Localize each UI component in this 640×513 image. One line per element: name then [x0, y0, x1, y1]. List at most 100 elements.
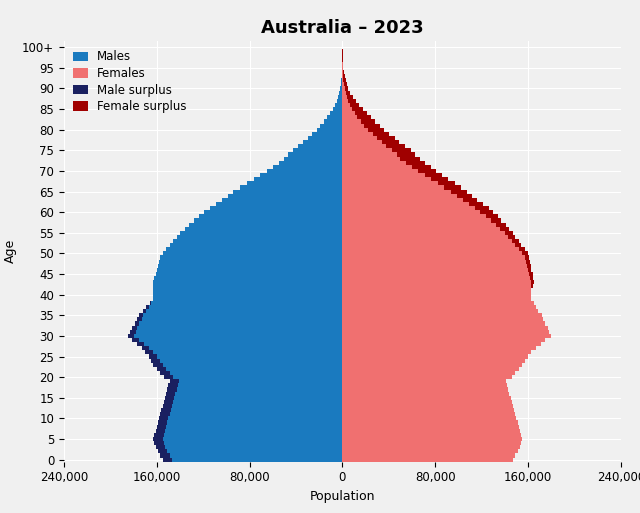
Bar	[342, 90, 346, 95]
Bar	[173, 375, 342, 379]
Bar	[180, 231, 342, 235]
Bar	[143, 309, 147, 313]
Bar	[469, 202, 483, 206]
Bar	[157, 354, 342, 359]
Bar	[156, 445, 165, 449]
Bar	[160, 359, 342, 363]
Bar	[463, 198, 477, 202]
Bar	[342, 78, 344, 82]
Bar	[342, 367, 519, 371]
Bar	[189, 223, 342, 227]
Bar	[163, 363, 342, 367]
Bar	[222, 198, 342, 202]
Bar	[342, 350, 531, 354]
Bar	[184, 227, 342, 231]
Bar	[342, 103, 350, 107]
Bar	[342, 148, 392, 152]
Bar	[377, 136, 395, 140]
Bar	[342, 193, 457, 198]
Bar	[151, 301, 342, 305]
Bar	[342, 412, 515, 417]
Bar	[216, 202, 342, 206]
Bar	[164, 433, 342, 437]
Bar	[145, 350, 154, 354]
Bar	[170, 453, 342, 458]
Bar	[154, 280, 342, 284]
Bar	[157, 268, 342, 272]
Bar	[335, 103, 342, 107]
Bar	[177, 235, 342, 239]
Bar	[177, 387, 342, 391]
Bar	[342, 342, 541, 346]
Bar	[425, 173, 442, 177]
Bar	[342, 379, 506, 383]
Bar	[137, 342, 144, 346]
Bar	[457, 193, 472, 198]
Bar	[204, 210, 342, 214]
Bar	[387, 144, 405, 148]
Bar	[128, 334, 134, 338]
Bar	[342, 177, 431, 181]
Bar	[519, 247, 525, 251]
Bar	[342, 276, 531, 280]
Bar	[342, 326, 548, 330]
Bar	[342, 99, 348, 103]
Bar	[247, 181, 342, 185]
Bar	[292, 148, 342, 152]
Bar	[342, 417, 516, 421]
Bar	[141, 318, 342, 322]
Bar	[173, 239, 342, 243]
Bar	[143, 313, 342, 318]
Bar	[529, 272, 532, 276]
Bar	[525, 255, 529, 260]
Bar	[340, 86, 342, 90]
Bar	[136, 330, 342, 334]
Bar	[179, 379, 342, 383]
Bar	[160, 255, 342, 260]
Bar	[194, 219, 342, 223]
Bar	[342, 260, 525, 264]
Bar	[348, 99, 356, 103]
Bar	[342, 437, 522, 441]
Bar	[364, 124, 380, 128]
Bar	[531, 284, 532, 288]
Bar	[241, 185, 342, 189]
Bar	[342, 156, 401, 161]
Bar	[372, 132, 389, 136]
Bar	[342, 189, 451, 193]
Y-axis label: Age: Age	[4, 239, 17, 264]
Bar	[170, 379, 179, 383]
Bar	[150, 301, 151, 305]
Bar	[342, 445, 520, 449]
Bar	[154, 363, 163, 367]
Bar	[342, 227, 500, 231]
Bar	[158, 449, 167, 453]
Bar	[342, 206, 475, 210]
Bar	[531, 276, 532, 280]
Bar	[368, 128, 384, 132]
Bar	[163, 437, 342, 441]
Bar	[342, 165, 412, 169]
Bar	[163, 404, 172, 408]
Bar	[154, 437, 163, 441]
Bar	[151, 359, 160, 363]
Bar	[137, 318, 141, 322]
Bar	[342, 239, 512, 243]
Bar	[342, 354, 528, 359]
Bar	[342, 107, 352, 111]
Bar	[527, 264, 531, 268]
Bar	[342, 284, 531, 288]
Bar	[342, 231, 505, 235]
Bar	[168, 383, 178, 387]
Bar	[166, 247, 342, 251]
Bar	[508, 235, 515, 239]
Bar	[342, 458, 513, 462]
Bar	[341, 82, 342, 86]
Bar	[515, 243, 521, 247]
Bar	[140, 338, 342, 342]
Bar	[278, 161, 342, 165]
Bar	[342, 313, 542, 318]
Bar	[531, 280, 534, 284]
Bar	[512, 239, 519, 243]
Bar	[342, 280, 531, 284]
